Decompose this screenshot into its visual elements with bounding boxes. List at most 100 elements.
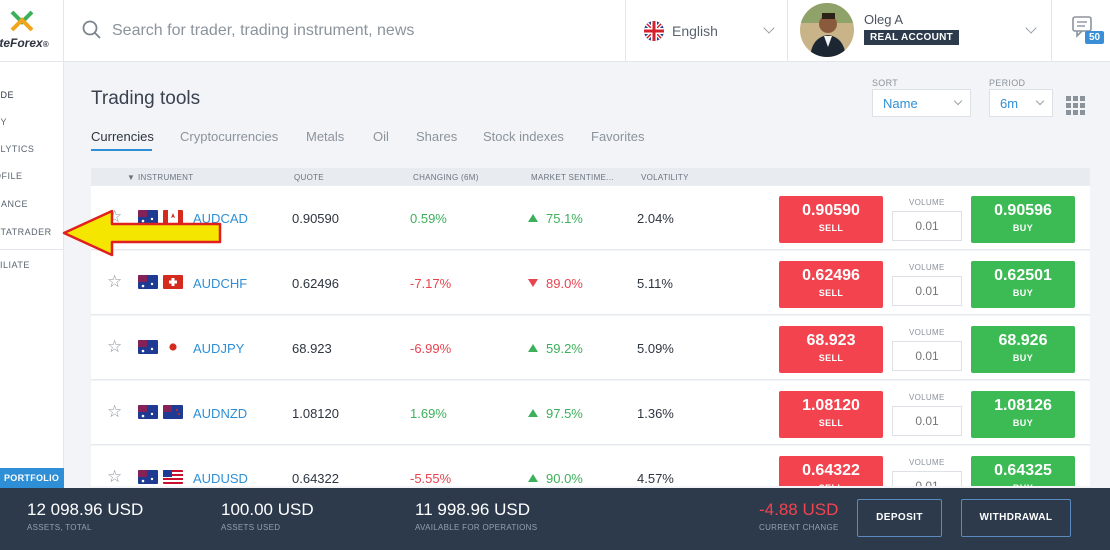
favorite-star-icon[interactable]: ☆	[107, 337, 123, 356]
brand-logo[interactable]: iteForex®	[0, 0, 64, 62]
instrument-symbol[interactable]: AUDJPY	[193, 341, 245, 356]
quote-value: 0.64322	[292, 471, 339, 486]
language-label: English	[672, 23, 718, 39]
nav-item-affiliate[interactable]: FILIATE	[0, 260, 30, 270]
up-triangle-icon	[528, 214, 538, 222]
buy-label: BUY	[1012, 353, 1034, 363]
instrument-symbol[interactable]: AUDCAD	[193, 211, 248, 226]
change-value: -7.17%	[410, 276, 452, 291]
sell-button[interactable]: 68.923 SELL	[779, 326, 883, 373]
favorite-star-icon[interactable]: ☆	[107, 272, 123, 291]
column-header-instrument[interactable]: INSTRUMENT	[138, 173, 194, 182]
sentiment-value: 90.0%	[528, 471, 583, 486]
nav-item-profile[interactable]: OFILE	[0, 171, 23, 181]
volume-input[interactable]	[892, 211, 962, 241]
favorite-star-icon[interactable]: ☆	[107, 402, 123, 421]
tab-cryptocurrencies[interactable]: Cryptocurrencies	[180, 129, 279, 144]
tab-metals[interactable]: Metals	[306, 129, 345, 144]
table-row[interactable]: ☆ AUDCAD 0.90590 0.59% 75.1% 2.04% 0.905…	[91, 186, 1090, 250]
grid-view-icon[interactable]	[1066, 96, 1085, 115]
nav-item-trade[interactable]: ADE	[0, 90, 15, 100]
portfolio-tab[interactable]: PORTFOLIO	[0, 468, 64, 488]
uk-flag-icon	[644, 21, 664, 41]
chevron-down-icon	[953, 96, 963, 106]
available-value: 11 998.96 USD	[415, 500, 530, 519]
language-selector[interactable]: English	[626, 0, 788, 62]
sell-label: SELL	[818, 288, 844, 298]
sell-button[interactable]: 1.08120 SELL	[779, 391, 883, 438]
buy-button[interactable]: 0.64325 BUY	[971, 456, 1075, 486]
current-change-label: CURRENT CHANGE	[759, 523, 839, 532]
tab-shares[interactable]: Shares	[416, 129, 458, 144]
volume-label: VOLUME	[909, 198, 945, 207]
favorite-star-icon[interactable]: ☆	[107, 467, 123, 486]
search-input[interactable]	[112, 16, 612, 46]
column-header-volatility[interactable]: VOLATILITY	[641, 173, 689, 182]
column-header-sentiment[interactable]: MARKET SENTIME...	[531, 173, 614, 182]
table-row[interactable]: ☆ AUDJPY 68.923 -6.99% 59.2% 5.09% 68.92…	[91, 316, 1090, 380]
sell-button[interactable]: 0.64322 SELL	[779, 456, 883, 486]
buy-button[interactable]: 68.926 BUY	[971, 326, 1075, 373]
volatility-value: 2.04%	[637, 211, 674, 226]
volume-input[interactable]	[892, 276, 962, 306]
volume-input[interactable]	[892, 406, 962, 436]
quote-value: 0.90590	[292, 211, 339, 226]
period-select[interactable]: 6m	[989, 89, 1053, 117]
tab-stock-indexes[interactable]: Stock indexes	[483, 129, 564, 144]
table-row[interactable]: ☆ AUDNZD 1.08120 1.69% 97.5% 1.36% 1.081…	[91, 381, 1090, 445]
withdrawal-button[interactable]: WITHDRAWAL	[961, 499, 1071, 537]
tab-oil[interactable]: Oil	[373, 129, 389, 144]
volatility-value: 5.09%	[637, 341, 674, 356]
buy-button[interactable]: 0.90596 BUY	[971, 196, 1075, 243]
sell-price: 68.923	[806, 332, 856, 349]
deposit-button[interactable]: DEPOSIT	[857, 499, 942, 537]
sort-label: SORT	[872, 78, 899, 88]
buy-price: 1.08126	[994, 397, 1052, 414]
assets-total-label: ASSETS, TOTAL	[27, 523, 92, 532]
buy-button[interactable]: 1.08126 BUY	[971, 391, 1075, 438]
sort-arrow-icon[interactable]: ▼	[127, 173, 136, 182]
notifications-button[interactable]: 50	[1052, 0, 1110, 62]
usa-flag-icon	[163, 470, 183, 484]
search-icon[interactable]	[82, 20, 102, 40]
volume-input[interactable]	[892, 341, 962, 371]
nav-item-finance[interactable]: NANCE	[0, 199, 29, 209]
instrument-symbol[interactable]: AUDNZD	[193, 406, 248, 421]
down-triangle-icon	[528, 279, 538, 287]
australia-flag-icon	[138, 470, 158, 484]
sort-value: Name	[883, 96, 918, 111]
table-header: ▼ INSTRUMENT QUOTE CHANGING (6M) MARKET …	[91, 168, 1090, 186]
assets-total-value: 12 098.96 USD	[27, 500, 144, 519]
change-value: 1.69%	[410, 406, 447, 421]
australia-flag-icon	[138, 340, 158, 354]
sort-select[interactable]: Name	[872, 89, 971, 117]
sell-button[interactable]: 0.90590 SELL	[779, 196, 883, 243]
nav-divider	[0, 249, 63, 250]
instrument-symbol[interactable]: AUDUSD	[193, 471, 248, 486]
table-row[interactable]: ☆ AUDCHF 0.62496 -7.17% 89.0% 5.11% 0.62…	[91, 251, 1090, 315]
sell-price: 1.08120	[802, 397, 860, 414]
nav-item-analytics[interactable]: ALYTICS	[0, 144, 35, 154]
column-header-changing[interactable]: CHANGING (6M)	[413, 173, 479, 182]
instrument-symbol[interactable]: AUDCHF	[193, 276, 248, 291]
tab-favorites[interactable]: Favorites	[591, 129, 645, 144]
column-header-quote[interactable]: QUOTE	[294, 173, 324, 182]
sell-price: 0.62496	[802, 267, 860, 284]
australia-flag-icon	[138, 275, 158, 289]
logo-text: iteForex®	[0, 36, 49, 50]
nav-item-copy[interactable]: PY	[0, 117, 8, 127]
sell-button[interactable]: 0.62496 SELL	[779, 261, 883, 308]
available-label: AVAILABLE FOR OPERATIONS	[415, 523, 538, 532]
tab-currencies[interactable]: Currencies	[91, 129, 154, 144]
buy-price: 0.90596	[994, 202, 1052, 219]
quote-value: 0.62496	[292, 276, 339, 291]
table-row[interactable]: ☆ AUDUSD 0.64322 -5.55% 90.0% 4.57% 0.64…	[91, 446, 1090, 486]
buy-button[interactable]: 0.62501 BUY	[971, 261, 1075, 308]
assets-used-value: 100.00 USD	[221, 500, 314, 519]
volume-input[interactable]	[892, 471, 962, 486]
account-menu[interactable]: Oleg A REAL ACCOUNT	[788, 0, 1052, 62]
sentiment-value: 89.0%	[528, 276, 583, 291]
australia-flag-icon	[138, 210, 158, 224]
sentiment-value: 59.2%	[528, 341, 583, 356]
